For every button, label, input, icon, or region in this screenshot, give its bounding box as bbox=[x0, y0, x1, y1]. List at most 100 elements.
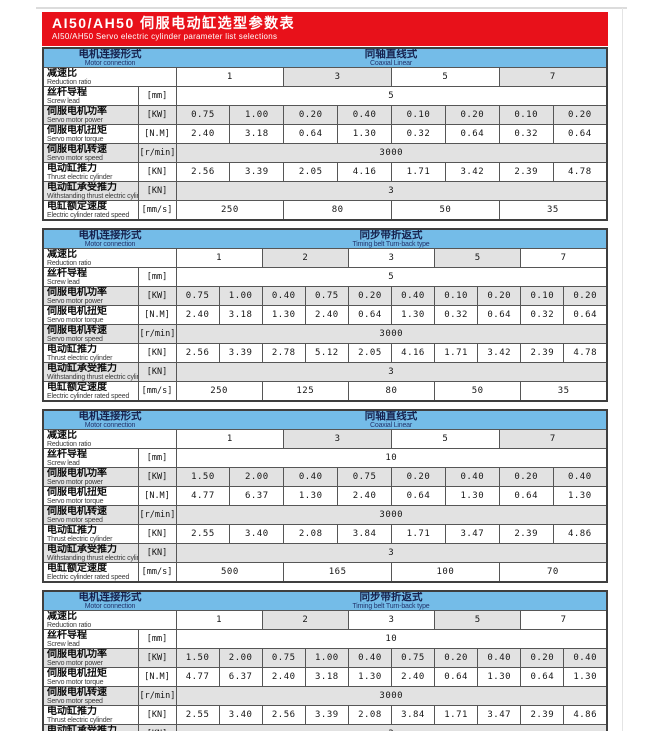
label-en: Screw lead bbox=[47, 279, 80, 286]
row-label: 电动缸推力 Thrust electric cylinder bbox=[47, 526, 137, 543]
thrust-label: 电动缸推力 Thrust electric cylinder bbox=[42, 162, 139, 182]
motor-power-value: 0.40 bbox=[477, 648, 522, 668]
table-row: 伺服电机扭矩 Servo motor torque [N.M] 2.40 3.18 1.3… bbox=[42, 305, 608, 325]
cell-value: 3 bbox=[334, 72, 341, 82]
motor-power-value: 2.00 bbox=[218, 648, 263, 668]
motor-power-label: 伺服电机功率 Servo motor power bbox=[42, 286, 139, 306]
cell-value: 1 bbox=[216, 615, 223, 625]
row-label: 电缸额定速度 Electric cylinder rated speed bbox=[47, 382, 137, 400]
label-en: Reduction ratio bbox=[47, 441, 92, 448]
cell-value: 4.78 bbox=[573, 348, 598, 358]
cell-value: 4.86 bbox=[573, 710, 598, 720]
cell-value: 10 bbox=[385, 453, 398, 463]
header-type: 同步带折返式 Timing belt Turn-back type bbox=[176, 228, 607, 249]
cell-value: 2.39 bbox=[530, 348, 555, 358]
cell-value: 2.08 bbox=[358, 710, 382, 720]
row-label: 电机连接形式 Motor connection bbox=[45, 592, 175, 610]
motor-power-value: 0.75 bbox=[261, 648, 306, 668]
motor-torque-label: 伺服电机扭矩 Servo motor torque bbox=[42, 124, 139, 144]
cell-value: 0.64 bbox=[573, 310, 598, 320]
thrust-value: 2.56 bbox=[261, 705, 306, 725]
cell-value: [KW] bbox=[146, 653, 168, 663]
row-label: 同轴直线式 Coaxial Linear bbox=[177, 411, 605, 429]
table-row: 伺服电机扭矩 Servo motor torque [N.M] 4.77 6.37 1.3… bbox=[42, 486, 608, 506]
thrust-unit: [KN] bbox=[137, 343, 177, 363]
motor-power-value: 0.75 bbox=[175, 105, 231, 125]
thrust-value: 2.05 bbox=[347, 343, 392, 363]
motor-torque-unit: [N.M] bbox=[137, 124, 177, 144]
motor-power-value: 0.20 bbox=[347, 286, 392, 306]
cell-value: 0.20 bbox=[460, 110, 485, 120]
motor-torque-value: 1.30 bbox=[261, 305, 306, 325]
label-en: Servo motor power bbox=[47, 117, 103, 124]
cell-value: 0.20 bbox=[358, 291, 382, 301]
cell-value: 125 bbox=[296, 386, 315, 396]
tables-container: 电机连接形式 Motor connection 同轴直线式 Coaxial Linea… bbox=[0, 47, 649, 731]
cell-value: 0.64 bbox=[514, 491, 539, 501]
cell-value: 4.77 bbox=[185, 672, 210, 682]
motor-torque-unit: [N.M] bbox=[137, 486, 177, 506]
thrust-value: 2.55 bbox=[175, 524, 231, 544]
motor-power-value: 0.20 bbox=[520, 648, 565, 668]
rated-speed-value: 500 bbox=[175, 562, 285, 583]
cell-value: [mm] bbox=[146, 634, 168, 644]
reduction-ratio-value: 7 bbox=[498, 67, 608, 87]
motor-torque-value: 2.40 bbox=[261, 667, 306, 687]
row-label: 减速比 Reduction ratio bbox=[47, 431, 175, 448]
label-zh: 伺服电机功率 bbox=[47, 106, 107, 118]
cell-value: 1.71 bbox=[406, 167, 431, 177]
cell-value: 0.10 bbox=[530, 291, 555, 301]
cell-value: 7 bbox=[560, 615, 567, 625]
reduction-ratio-value: 5 bbox=[434, 610, 522, 630]
param-table-2: 电机连接形式 Motor connection 同步带折返式 Timing belt … bbox=[42, 228, 608, 402]
cell-value: 5 bbox=[388, 272, 395, 282]
cell-value: 0.10 bbox=[406, 110, 431, 120]
cell-value: 0.75 bbox=[185, 291, 210, 301]
motor-power-value: 0.20 bbox=[391, 467, 446, 487]
motor-speed-unit: [r/min] bbox=[137, 686, 177, 706]
cell-value: [KN] bbox=[146, 167, 168, 177]
motor-torque-value: 1.30 bbox=[552, 486, 608, 506]
label-en: Motor connection bbox=[84, 241, 136, 248]
reduction-ratio-value: 5 bbox=[391, 429, 500, 449]
thrust-unit: [KN] bbox=[137, 524, 177, 544]
screw-lead-label: 丝杆导程 Screw lead bbox=[42, 629, 139, 649]
cell-value: 80 bbox=[331, 205, 344, 215]
thrust-unit: [KN] bbox=[137, 705, 177, 725]
cell-value: 2.40 bbox=[185, 310, 210, 320]
cell-value: 0.32 bbox=[530, 310, 555, 320]
motor-speed-label: 伺服电机转速 Servo motor speed bbox=[42, 143, 139, 163]
cell-value: 1.00 bbox=[244, 110, 269, 120]
cell-value: [mm/s] bbox=[141, 386, 173, 396]
motor-torque-value: 6.37 bbox=[218, 667, 263, 687]
page-title: AI50/AH50 伺服电动缸选型参数表 bbox=[52, 15, 296, 31]
cell-value: 2.05 bbox=[298, 167, 323, 177]
label-en: Reduction ratio bbox=[47, 260, 92, 267]
motor-power-value: 0.10 bbox=[498, 105, 554, 125]
cell-value: 2.78 bbox=[271, 348, 296, 358]
thrust-value: 2.39 bbox=[498, 162, 554, 182]
cell-value: [mm] bbox=[146, 453, 168, 463]
table-row: 丝杆导程 Screw lead [mm] 10 bbox=[42, 629, 608, 649]
cell-value: 0.40 bbox=[352, 110, 377, 120]
thrust-value: 2.39 bbox=[520, 705, 565, 725]
screw-lead-value: 5 bbox=[175, 86, 608, 106]
label-zh: 伺服电机转速 bbox=[47, 325, 107, 337]
rated-speed-value: 50 bbox=[434, 381, 522, 402]
row-label: 同步带折返式 Timing belt Turn-back type bbox=[177, 230, 605, 248]
label-en: Screw lead bbox=[47, 460, 80, 467]
row-label: 丝杆导程 Screw lead bbox=[47, 269, 137, 286]
motor-torque-unit: [N.M] bbox=[137, 305, 177, 325]
rated-speed-value: 250 bbox=[175, 200, 285, 221]
cell-value: 4.86 bbox=[567, 529, 592, 539]
label-en: Thrust electric cylinder bbox=[47, 536, 113, 543]
table-row: 伺服电机转速 Servo motor speed [r/min] 3000 bbox=[42, 143, 608, 163]
cell-value: 5 bbox=[442, 434, 449, 444]
label-zh: 电机连接形式 bbox=[78, 229, 142, 241]
thrust-value: 2.08 bbox=[347, 705, 392, 725]
cell-value: [mm/s] bbox=[141, 567, 173, 577]
cell-value: 2 bbox=[302, 615, 309, 625]
title-banner: AI50/AH50 伺服电动缸选型参数表 AI50/AH50 Servo ele… bbox=[42, 12, 608, 46]
